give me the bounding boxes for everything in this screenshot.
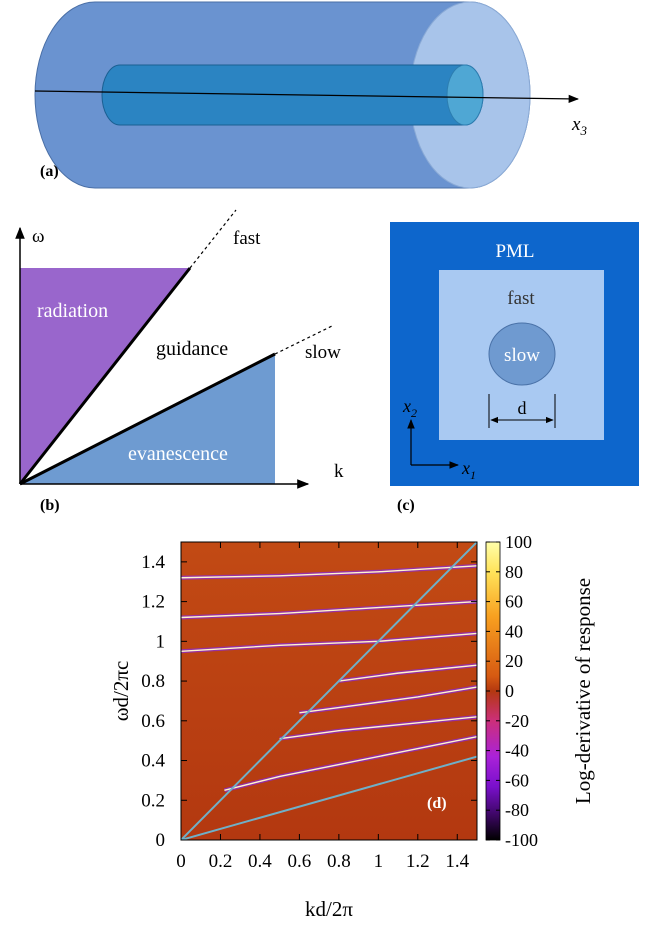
x-tick-label: 0.2: [209, 851, 233, 872]
slow-core-label: slow: [504, 345, 540, 366]
x3-axis-label: x3: [571, 114, 587, 138]
x-tick-label: 0.6: [288, 851, 312, 872]
omega-axis-label: ω: [32, 226, 45, 247]
colorbar-tick-label: 60: [505, 592, 523, 612]
fast-line-extension: [189, 209, 237, 269]
band-6: [181, 600, 477, 619]
x-tick-label: 0.8: [327, 851, 351, 872]
band-3: [299, 686, 477, 714]
radiation-label: radiation: [37, 300, 108, 322]
x-tick-label: 0.4: [248, 851, 272, 872]
slow-label: slow: [305, 342, 341, 363]
x1-axis-label: x1: [461, 458, 476, 482]
x-axis-ticks: 0 0.2 0.4 0.6 0.8 1 1.2 1.4: [176, 542, 470, 872]
slow-core: [488, 322, 556, 386]
band-2: [279, 716, 477, 740]
fast-light-line: [181, 542, 477, 840]
x-tick-label: 1.4: [445, 851, 469, 872]
band-7: [181, 565, 477, 579]
guidance-label: guidance: [156, 338, 228, 360]
y-tick-label: 1: [156, 631, 166, 652]
y-tick-label: 0.8: [141, 671, 165, 692]
colorbar-tick-label: 80: [505, 562, 523, 582]
y-axis-label: ωd/2πc: [109, 661, 133, 722]
panel-c-label: (c): [397, 497, 415, 514]
x2-axis-label: x2: [402, 396, 417, 420]
y-tick-label: 1.2: [141, 592, 165, 613]
colorbar-label: Log-derivative of response: [571, 578, 595, 804]
colorbar-tick-label: 40: [505, 621, 523, 641]
panel-a-label: (a): [40, 163, 59, 180]
pml-label: PML: [495, 241, 534, 262]
panel-a-cylinder: x3 (a): [34, 1, 587, 189]
slow-line-extension: [274, 325, 333, 355]
colorbar-tick-label: -80: [505, 800, 529, 820]
panel-b-schematic: ω k fast slow radiation guidance evanesc…: [15, 209, 344, 514]
fast-region-label: fast: [507, 288, 535, 309]
x-tick-label: 0: [176, 851, 186, 872]
inner-cylinder-cap: [446, 64, 484, 126]
panel-c-cross-section: PML fast slow d x1 x2 (c): [390, 222, 639, 514]
y-tick-label: 0.4: [141, 751, 165, 772]
band-1: [224, 736, 477, 792]
colorbar-tick-label: -60: [505, 770, 529, 790]
fast-light-line: [18, 267, 192, 485]
y-tick-label: 1.4: [141, 552, 165, 573]
d-label: d: [518, 398, 527, 418]
plot-frame: [180, 541, 478, 841]
slow-light-line: [181, 755, 477, 840]
colorbar-tick-label: -100: [505, 830, 538, 850]
y-tick-label: 0: [156, 830, 166, 851]
colorbar-tick-label: 20: [505, 651, 523, 671]
y-axis-ticks: 0 0.2 0.4 0.6 0.8 1 1.2 1.4: [141, 552, 477, 851]
slow-light-line: [19, 352, 276, 486]
heatmap-content: [181, 542, 477, 840]
fast-label: fast: [233, 228, 261, 249]
colorbar-tick-label: -40: [505, 741, 529, 761]
y-tick-label: 0.2: [141, 790, 165, 811]
band-5: [181, 632, 477, 652]
colorbar-tick-label: -20: [505, 711, 529, 731]
k-axis-label: k: [334, 461, 344, 482]
x-tick-label: 1: [374, 851, 384, 872]
y-tick-label: 0.6: [141, 711, 165, 732]
colorbar-ticks: 100 80 60 40 20 0 -20 -40 -60 -80 -100: [486, 532, 538, 850]
colorbar-tick-label: 100: [505, 532, 532, 552]
band-4: [338, 664, 477, 682]
x-tick-label: 1.2: [406, 851, 430, 872]
panel-d-label: (d): [427, 795, 447, 812]
panel-d-chart: 0 0.2 0.4 0.6 0.8 1 1.2 1.4 0 0.2 0.4 0.6 0.8 1 1.2 1.…: [109, 532, 595, 921]
x3-axis-arrow: [34, 90, 580, 104]
x-axis-label: kd/2π: [305, 897, 353, 921]
colorbar-tick-label: 0: [505, 681, 514, 701]
evanescence-label: evanescence: [128, 443, 228, 465]
panel-b-label: (b): [40, 497, 60, 514]
